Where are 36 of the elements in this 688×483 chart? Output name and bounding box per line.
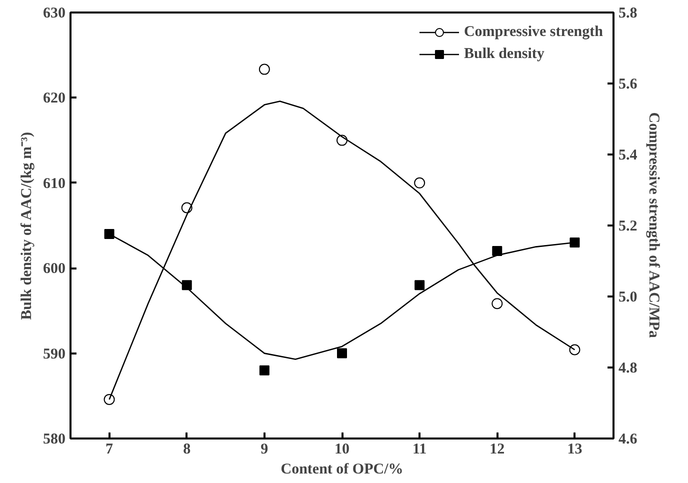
point — [104, 229, 114, 240]
y-axis-title: Bulk density of AAC/(kg m⁻³) — [19, 132, 35, 320]
legend-label: Compressive strength — [464, 24, 603, 40]
x-tick-label: 8 — [183, 442, 191, 458]
x-tick-label: 12 — [490, 442, 505, 458]
y-tick-label: 580 — [43, 432, 66, 448]
y2-tick-label: 4.8 — [618, 360, 638, 376]
y2-axis-title: Compressive strength of AAC/MPa — [645, 112, 662, 338]
x-tick-label: 10 — [334, 442, 350, 458]
point — [258, 64, 270, 75]
y2-tick-label: 5.8 — [618, 6, 638, 22]
y2-tick-label: 5.2 — [618, 218, 638, 234]
point — [337, 348, 347, 358]
y2-tick-label: 5.6 — [618, 76, 638, 92]
point — [414, 177, 426, 188]
y2-tick-label: 5.0 — [618, 290, 638, 306]
point — [570, 238, 580, 248]
point — [569, 344, 580, 356]
point — [492, 298, 503, 310]
x-axis-title: Content of OPC/% — [280, 462, 404, 478]
point — [104, 394, 115, 405]
point — [492, 246, 502, 256]
y2-tick-label: 4.6 — [618, 432, 638, 448]
x-tick-label: 9 — [260, 442, 268, 458]
x-tick-label: 13 — [567, 442, 582, 458]
y-tick-label: 610 — [43, 176, 66, 192]
legend-label: Bulk density — [464, 46, 544, 62]
point — [414, 280, 425, 290]
point — [259, 365, 270, 376]
x-tick-label: 7 — [106, 442, 114, 458]
x-tick-label: 11 — [412, 442, 427, 458]
y2-tick-label: 5.4 — [618, 148, 638, 164]
y-tick-label: 620 — [43, 90, 66, 107]
y-tick-label: 630 — [43, 6, 66, 22]
y-tick-label: 600 — [43, 261, 66, 278]
y-tick-label: 590 — [43, 346, 66, 362]
